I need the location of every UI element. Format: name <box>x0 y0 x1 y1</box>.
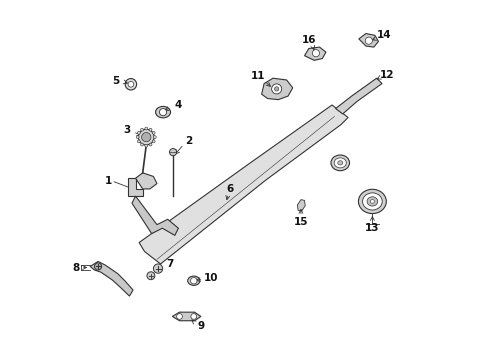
Circle shape <box>153 264 163 273</box>
Polygon shape <box>128 178 142 196</box>
Circle shape <box>149 143 152 146</box>
Text: 14: 14 <box>376 30 391 40</box>
Circle shape <box>190 278 197 284</box>
Polygon shape <box>90 261 133 296</box>
Text: 10: 10 <box>203 273 217 283</box>
Text: 8: 8 <box>72 262 80 273</box>
Text: 15: 15 <box>293 217 307 227</box>
Polygon shape <box>132 196 178 235</box>
Circle shape <box>137 140 140 143</box>
Circle shape <box>312 50 319 57</box>
Circle shape <box>144 127 147 130</box>
Circle shape <box>365 37 372 44</box>
Ellipse shape <box>155 107 170 118</box>
Text: 5: 5 <box>112 76 119 86</box>
Text: 2: 2 <box>185 136 192 146</box>
Text: 4: 4 <box>174 100 182 110</box>
Text: 11: 11 <box>250 71 265 81</box>
Text: 6: 6 <box>226 184 233 194</box>
Ellipse shape <box>362 193 382 210</box>
Circle shape <box>138 129 154 145</box>
Circle shape <box>149 128 152 131</box>
Text: 13: 13 <box>365 223 379 233</box>
Text: 3: 3 <box>123 125 130 135</box>
Polygon shape <box>261 78 292 100</box>
Circle shape <box>94 263 102 270</box>
Circle shape <box>152 131 155 134</box>
Circle shape <box>125 78 136 90</box>
Text: 9: 9 <box>197 321 204 331</box>
Circle shape <box>190 314 196 319</box>
Polygon shape <box>135 173 157 189</box>
Circle shape <box>152 140 155 143</box>
Ellipse shape <box>337 161 342 165</box>
Circle shape <box>176 314 182 319</box>
Circle shape <box>140 128 143 131</box>
Circle shape <box>147 272 155 280</box>
Circle shape <box>271 84 281 94</box>
Ellipse shape <box>187 276 200 285</box>
Circle shape <box>159 109 166 116</box>
Circle shape <box>137 131 140 134</box>
Circle shape <box>153 136 156 139</box>
Ellipse shape <box>358 189 386 213</box>
Circle shape <box>169 149 176 156</box>
Polygon shape <box>335 78 381 114</box>
Circle shape <box>142 132 151 142</box>
Polygon shape <box>304 47 325 60</box>
Text: 1: 1 <box>104 176 111 186</box>
Polygon shape <box>358 33 378 47</box>
Text: 7: 7 <box>165 259 173 269</box>
Polygon shape <box>172 312 201 321</box>
Ellipse shape <box>366 197 377 206</box>
Circle shape <box>140 143 143 146</box>
Polygon shape <box>139 105 347 264</box>
Circle shape <box>128 81 134 87</box>
Circle shape <box>136 136 139 139</box>
Circle shape <box>144 144 147 147</box>
Ellipse shape <box>333 158 346 168</box>
Text: 16: 16 <box>302 35 316 45</box>
Circle shape <box>274 87 278 91</box>
Text: 12: 12 <box>379 69 394 80</box>
Ellipse shape <box>330 155 349 171</box>
Ellipse shape <box>369 200 374 203</box>
Polygon shape <box>297 200 305 211</box>
